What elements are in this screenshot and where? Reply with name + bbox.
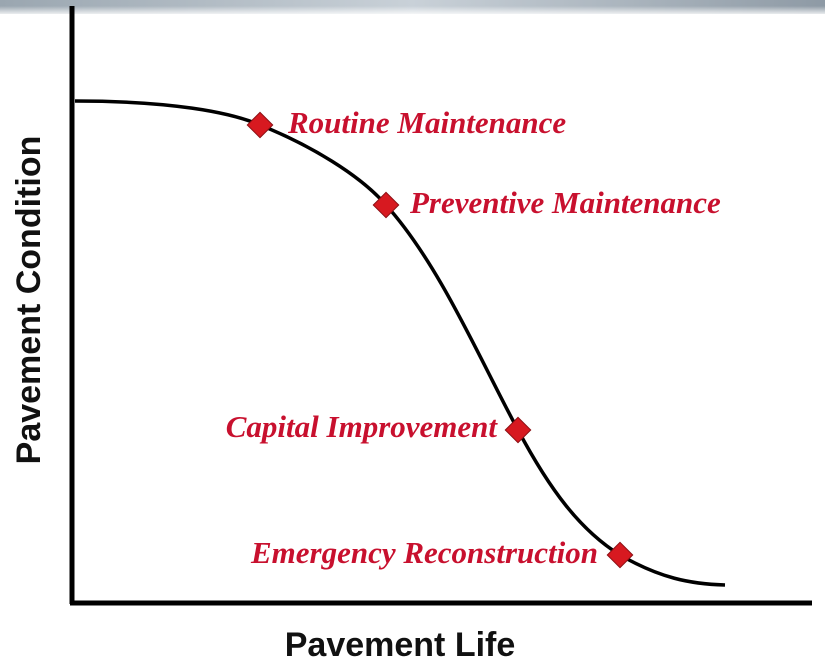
marker xyxy=(606,541,634,569)
x-axis-label: Pavement Life xyxy=(285,626,516,663)
y-axis-label: Pavement Condition xyxy=(10,136,48,465)
marker xyxy=(246,111,274,139)
top-band-fade xyxy=(0,6,825,16)
marker xyxy=(504,416,532,444)
condition-curve xyxy=(74,99,726,587)
stage-label: Emergency Reconstruction xyxy=(250,535,598,570)
stage-label: Preventive Maintenance xyxy=(409,185,721,220)
marker xyxy=(372,191,400,219)
stage-label: Capital Improvement xyxy=(226,409,499,444)
stage-label: Routine Maintenance xyxy=(287,105,566,140)
